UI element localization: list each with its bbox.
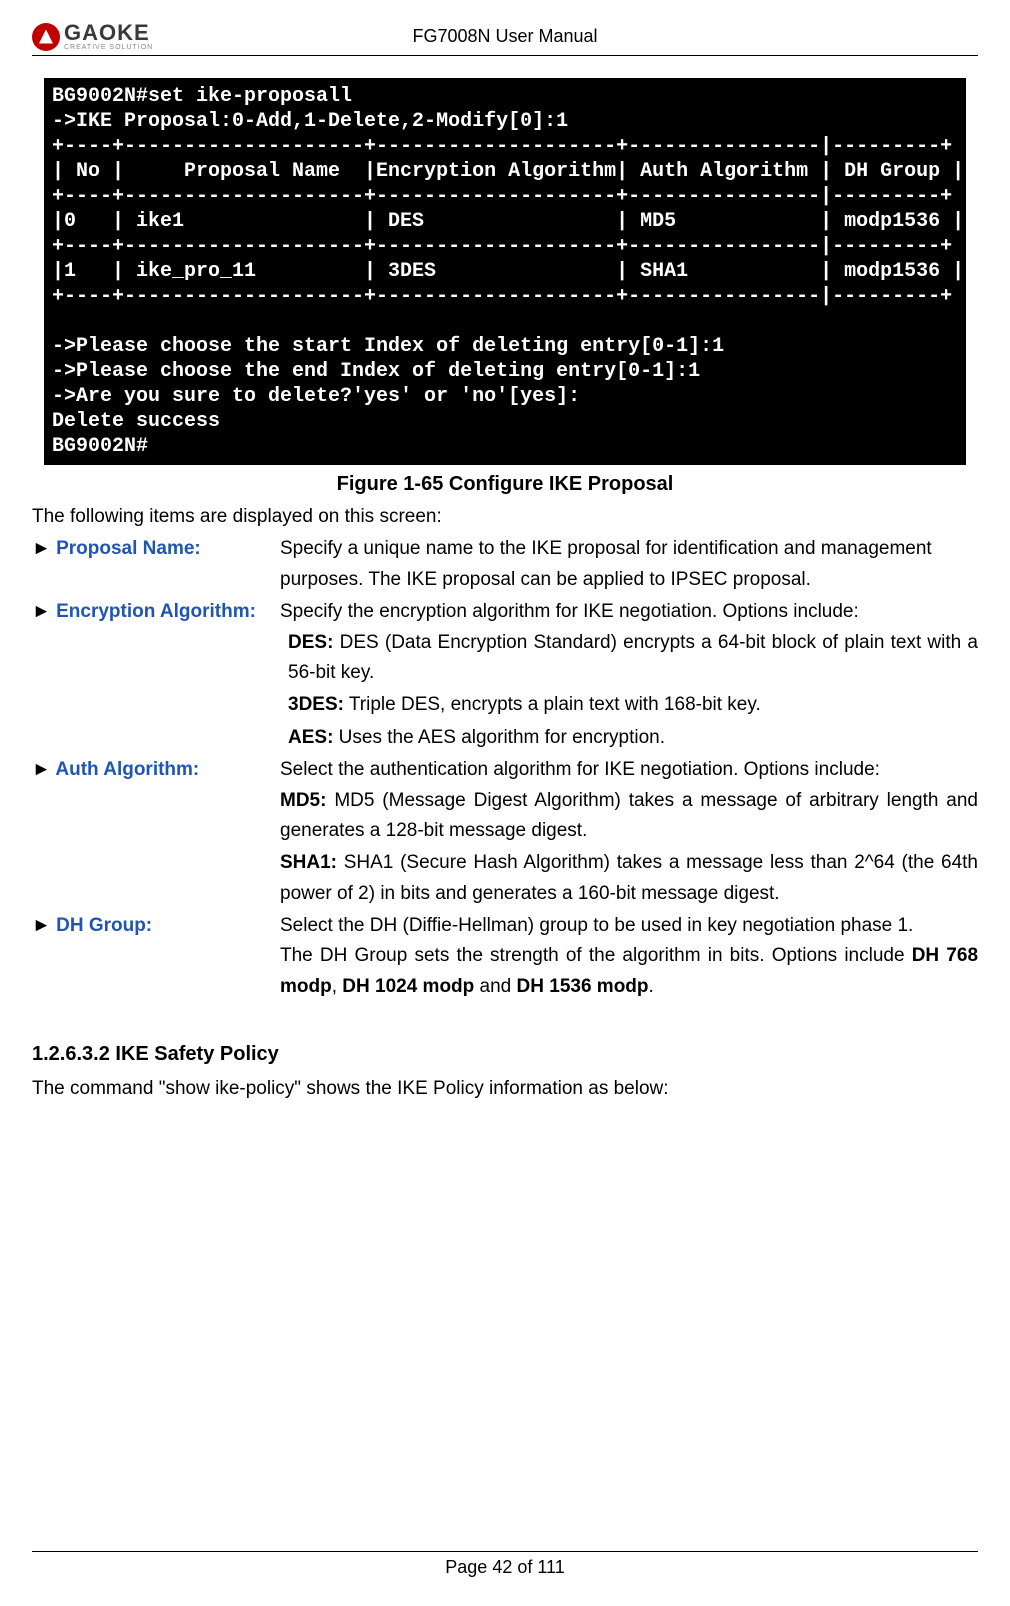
def-body: Select the authentication algorithm for … xyxy=(280,755,978,785)
logo-main-text: GAOKE xyxy=(64,22,153,44)
def-body: Select the DH (Diffie-Hellman) group to … xyxy=(280,911,978,941)
logo-icon xyxy=(32,23,60,51)
def-auth: ► Auth Algorithm: Select the authenticat… xyxy=(32,755,978,785)
sub-heading: 1.2.6.3.2 IKE Safety Policy xyxy=(32,1038,978,1070)
body-text: The following items are displayed on thi… xyxy=(32,502,978,1105)
logo-sub-text: CREATIVE SOLUTION xyxy=(64,44,153,51)
def-proposal-name: ► Proposal Name: Specify a unique name t… xyxy=(32,534,978,564)
auth-sha1: SHA1: SHA1 (Secure Hash Algorithm) takes… xyxy=(280,848,978,909)
enc-aes: AES: Uses the AES algorithm for encrypti… xyxy=(288,723,978,753)
def-label: ► Encryption Algorithm: xyxy=(32,597,280,627)
page-header: GAOKE CREATIVE SOLUTION FG7008N User Man… xyxy=(32,22,978,56)
def-body: Specify the encryption algorithm for IKE… xyxy=(280,597,978,627)
def-encryption: ► Encryption Algorithm: Specify the encr… xyxy=(32,597,978,627)
figure-caption: Figure 1-65 Configure IKE Proposal xyxy=(32,473,978,496)
footer-line xyxy=(32,1551,978,1552)
def-cont: purposes. The IKE proposal can be applie… xyxy=(280,565,978,595)
auth-md5: MD5: MD5 (Message Digest Algorithm) take… xyxy=(280,786,978,847)
def-dhgroup: ► DH Group: Select the DH (Diffie-Hellma… xyxy=(32,911,978,941)
page-footer: Page 42 of 111 xyxy=(0,1557,1010,1578)
def-label: ► DH Group: xyxy=(32,911,280,941)
intro-line: The following items are displayed on thi… xyxy=(32,502,978,532)
enc-des: DES: DES (Data Encryption Standard) encr… xyxy=(288,628,978,689)
sub-text: The command "show ike-policy" shows the … xyxy=(32,1074,978,1104)
def-label: ► Proposal Name: xyxy=(32,534,280,564)
terminal-output: BG9002N#set ike-proposall ->IKE Proposal… xyxy=(44,78,966,465)
def-body: Specify a unique name to the IKE proposa… xyxy=(280,534,978,564)
logo: GAOKE CREATIVE SOLUTION xyxy=(32,22,212,51)
logo-text-block: GAOKE CREATIVE SOLUTION xyxy=(64,22,153,51)
page-title: FG7008N User Manual xyxy=(212,26,798,47)
dh-cont: The DH Group sets the strength of the al… xyxy=(280,941,978,1002)
def-label: ► Auth Algorithm: xyxy=(32,755,280,785)
enc-3des: 3DES: Triple DES, encrypts a plain text … xyxy=(288,690,978,720)
